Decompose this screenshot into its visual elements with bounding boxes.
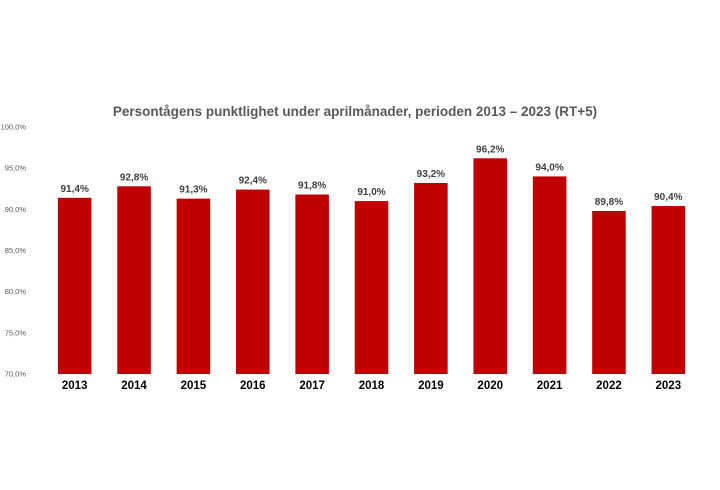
bar-2016: [236, 189, 270, 374]
bar-2022: [592, 210, 626, 374]
x-axis: 2013 2014 2015 2016 2017 2018 2019 2020 2021 2022…: [62, 380, 681, 392]
bar-2015: [176, 198, 211, 374]
bar-2013: [57, 197, 92, 374]
x-tick-label: 2023: [656, 380, 682, 392]
bars: [57, 158, 686, 374]
x-tick-label: 2019: [418, 380, 444, 392]
bar-2020: [473, 158, 507, 374]
y-tick-label: 70,0%: [5, 370, 27, 379]
y-tick-label: 100,0%: [1, 123, 27, 132]
x-tick-label: 2020: [477, 380, 503, 392]
x-tick-label: 2022: [596, 380, 622, 392]
bar-2019: [414, 182, 448, 374]
data-label-2015: 91,3%: [179, 185, 207, 196]
bar-2014: [117, 186, 151, 374]
y-tick-label: 80,0%: [5, 287, 27, 296]
x-tick-label: 2013: [62, 380, 88, 392]
chart-title: Persontågens punktlighet under aprilmåna…: [113, 104, 597, 119]
data-label-2023: 90,4%: [654, 192, 682, 203]
y-axis: 70,0% 75,0% 80,0% 85,0% 90,0% 95,0% 100,0%: [1, 123, 27, 379]
bar-2023: [651, 206, 686, 374]
data-label-2018: 91,0%: [357, 187, 385, 198]
bar-2018: [354, 201, 389, 374]
y-tick-label: 95,0%: [5, 164, 27, 173]
y-tick-label: 85,0%: [5, 246, 27, 255]
bar-2021: [532, 176, 567, 374]
y-tick-label: 90,0%: [5, 205, 27, 214]
x-tick-label: 2018: [359, 380, 385, 392]
x-tick-label: 2014: [121, 380, 147, 392]
data-label-2020: 96,2%: [476, 144, 504, 155]
data-label-2017: 91,8%: [298, 181, 326, 192]
data-label-2014: 92,8%: [120, 172, 148, 183]
x-tick-label: 2017: [299, 380, 325, 392]
data-label-2013: 91,4%: [61, 184, 89, 195]
y-tick-label: 75,0%: [5, 328, 27, 337]
x-tick-label: 2021: [537, 380, 563, 392]
x-tick-label: 2015: [181, 380, 207, 392]
data-label-2021: 94,0%: [535, 162, 563, 173]
x-tick-label: 2016: [240, 380, 266, 392]
data-label-2016: 92,4%: [239, 176, 267, 187]
data-label-2022: 89,8%: [595, 197, 623, 208]
data-label-2019: 93,2%: [417, 169, 445, 180]
data-labels: 91,4% 92,8% 91,3% 92,4% 91,8% 91,0% 93,2% 96,2%…: [61, 144, 683, 208]
bar-2017: [295, 194, 329, 374]
